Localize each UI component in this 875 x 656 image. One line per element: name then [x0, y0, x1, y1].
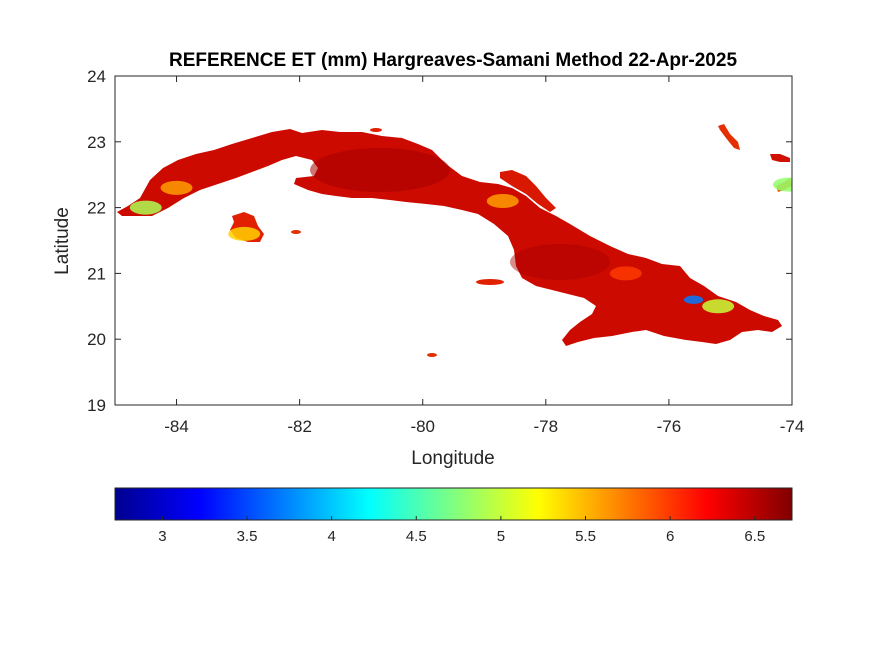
islet-south-2 [291, 230, 301, 234]
y-tick-label: 20 [87, 330, 106, 349]
y-axis-label: Latitude [52, 207, 73, 275]
islet-north-1 [370, 128, 382, 132]
colorbar-ticks: 3 3.5 4 4.5 5 5.5 6 6.5 [158, 516, 765, 545]
y-axis: 19 20 21 22 23 24 [87, 67, 792, 415]
northeast-islet-2 [770, 154, 790, 162]
value-patch-eastern-interior [609, 266, 642, 281]
colorbar-tick-label: 4.5 [406, 528, 427, 545]
x-tick-label: -76 [657, 417, 682, 436]
value-patch-eastern-low-spot [683, 295, 704, 304]
islet-south-3 [476, 279, 504, 285]
value-patches [129, 177, 792, 314]
value-patch-northwest-coast [160, 180, 193, 195]
value-patch-isla-de-la-juventud-south [228, 226, 261, 241]
x-axis-label: Longitude [411, 448, 494, 469]
value-patch-western-tip [129, 200, 162, 215]
colorbar-tick-label: 6 [666, 528, 674, 545]
y-tick-label: 19 [87, 396, 106, 415]
y-tick-label: 22 [87, 199, 106, 218]
colorbar-gradient [114, 487, 793, 521]
x-tick-label: -82 [287, 417, 312, 436]
value-patch-eastern-mountains [702, 299, 735, 314]
dark-interior-west [310, 148, 450, 192]
plot-area: -84 -82 -80 -78 -76 -74 19 20 21 22 23 24 [87, 67, 804, 436]
dark-interior-central [510, 244, 610, 280]
x-tick-label: -80 [410, 417, 435, 436]
colorbar-tick-label: 3.5 [237, 528, 258, 545]
colorbar-tick-label: 5 [497, 528, 505, 545]
x-tick-label: -78 [534, 417, 559, 436]
value-patch-north-central-coast [486, 194, 519, 209]
islet-south-1 [427, 353, 437, 357]
north-keys-shape [500, 170, 556, 212]
colorbar-tick-label: 5.5 [575, 528, 596, 545]
y-tick-label: 24 [87, 67, 106, 86]
plot-background [115, 76, 792, 405]
plot-frame [114, 75, 793, 406]
x-axis: -84 -82 -80 -78 -76 -74 [164, 76, 804, 436]
chart-title: REFERENCE ET (mm) Hargreaves-Samani Meth… [169, 50, 737, 71]
x-tick-label: -74 [780, 417, 805, 436]
y-tick-label: 21 [87, 264, 106, 283]
colorbar-tick-label: 3 [158, 528, 166, 545]
main-island-shape [117, 129, 782, 346]
colorbar-tick-label: 6.5 [744, 528, 765, 545]
x-tick-label: -84 [164, 417, 189, 436]
northeast-islet-1 [718, 124, 740, 150]
colorbar-tick-label: 4 [327, 528, 335, 545]
cuba-et-heatmap [117, 124, 792, 357]
value-patch-northeast-islet [772, 177, 792, 192]
y-tick-label: 23 [87, 133, 106, 152]
colorbar: 3 3.5 4 4.5 5 5.5 6 6.5 [114, 487, 793, 545]
